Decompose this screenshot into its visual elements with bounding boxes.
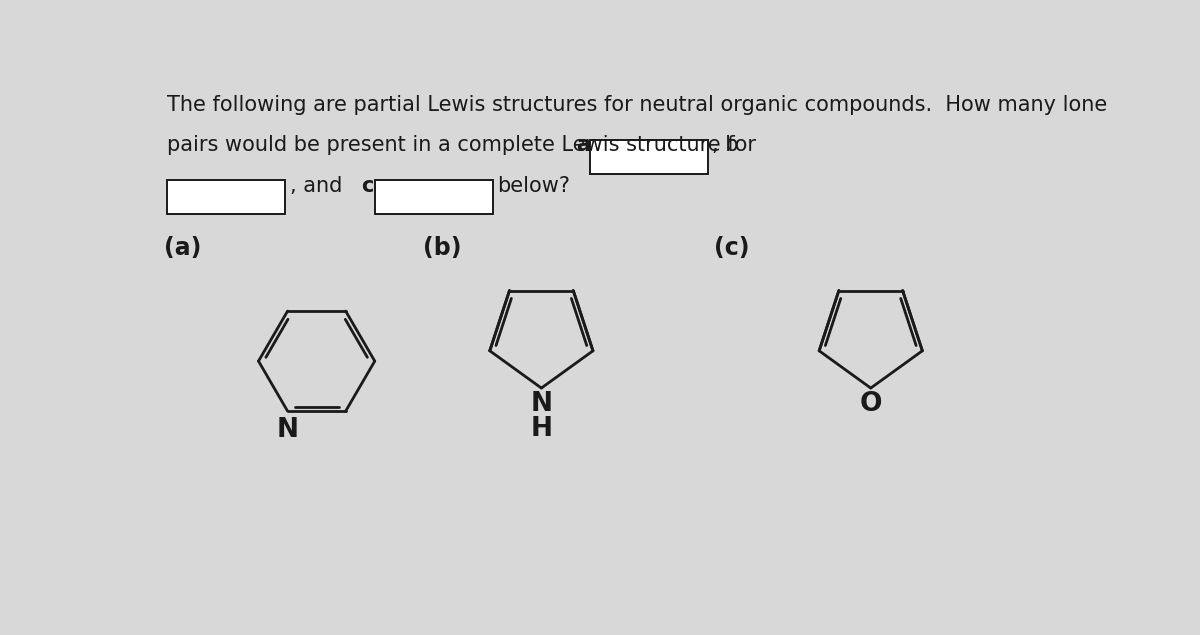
Text: below?: below? [497,177,570,196]
Text: a: a [576,135,590,156]
Text: (b): (b) [422,236,461,260]
Text: N: N [530,391,552,417]
Text: c: c [361,177,373,196]
Text: , and: , and [289,177,348,196]
Text: O: O [859,391,882,417]
FancyBboxPatch shape [374,180,492,214]
Text: pairs would be present in a complete Lewis structure for: pairs would be present in a complete Lew… [167,135,763,156]
FancyBboxPatch shape [590,140,708,174]
Text: The following are partial Lewis structures for neutral organic compounds.  How m: The following are partial Lewis structur… [167,95,1108,116]
Text: H: H [530,416,552,442]
Text: (c): (c) [714,236,750,260]
Text: , b: , b [712,135,738,156]
Text: N: N [276,417,299,443]
FancyBboxPatch shape [167,180,284,214]
Text: (a): (a) [164,236,202,260]
